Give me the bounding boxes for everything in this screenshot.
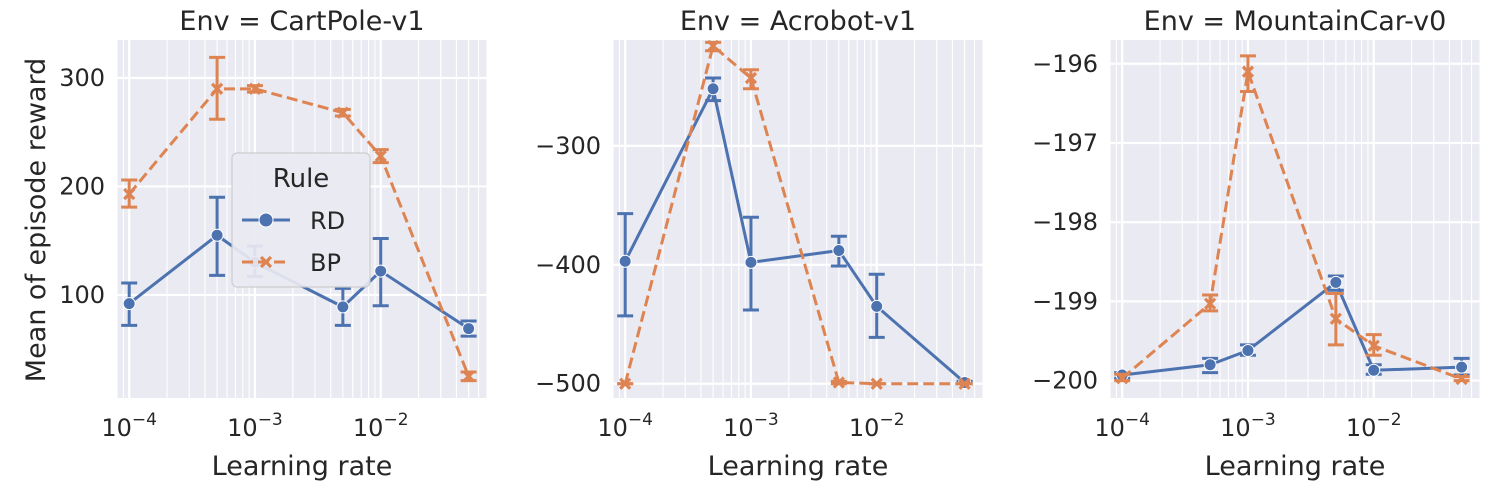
legend-item-rd: RD xyxy=(242,207,345,235)
legend: Rule RD BP xyxy=(231,152,371,288)
data-point xyxy=(1367,363,1381,377)
x-tick-label: 10−2 xyxy=(849,410,905,442)
data-point xyxy=(744,255,758,269)
data-point xyxy=(1203,358,1217,372)
panel-title: Env = CartPole-v1 xyxy=(179,6,424,37)
chart-panel-3: Env = MountainCar-v0 Learning rate −200 −19… xyxy=(1032,6,1480,482)
data-point xyxy=(1241,65,1255,78)
data-point xyxy=(122,297,136,311)
x-axis-label: Learning rate xyxy=(212,451,393,482)
x-axis-label: Learning rate xyxy=(708,451,889,482)
data-point xyxy=(1241,343,1255,357)
y-tick-label: 200 xyxy=(59,172,105,200)
y-tick-label: −196 xyxy=(1032,50,1098,78)
y-tick-label: −500 xyxy=(535,370,601,398)
series-line-rd xyxy=(623,87,966,384)
data-point xyxy=(210,228,224,242)
legend-item-bp: BP xyxy=(242,249,341,277)
legend-label: RD xyxy=(310,207,345,235)
data-point xyxy=(123,187,136,201)
y-tick-label: −200 xyxy=(1032,367,1098,395)
series-line-bp xyxy=(128,87,471,377)
data-point xyxy=(619,377,632,390)
series-rd xyxy=(617,76,973,390)
data-point xyxy=(1367,339,1380,352)
data-point xyxy=(832,376,845,389)
data-point xyxy=(744,71,758,85)
x-tick-label: 10−4 xyxy=(597,410,653,442)
data-point xyxy=(336,106,349,119)
x-axis-label: Learning rate xyxy=(1205,451,1386,482)
data-point xyxy=(1455,360,1469,374)
series-rd xyxy=(1114,274,1470,382)
data-point xyxy=(462,322,476,336)
panel-title: Env = Acrobot-v1 xyxy=(680,6,916,37)
data-point xyxy=(706,82,720,96)
data-point xyxy=(1329,312,1342,325)
data-point xyxy=(1203,297,1217,310)
chart-panel-2: Env = Acrobot-v1 Learning rate −500 −400 −30… xyxy=(535,6,983,482)
data-point xyxy=(374,264,388,278)
series-bp xyxy=(617,39,973,390)
data-point xyxy=(618,254,632,268)
data-point xyxy=(1116,372,1129,385)
data-point xyxy=(832,244,846,258)
legend-title: Rule xyxy=(273,164,330,194)
data-point xyxy=(870,299,884,313)
series-line-rd xyxy=(1122,280,1462,377)
plot-area xyxy=(613,40,983,398)
data-point xyxy=(706,39,720,53)
y-tick-label: −199 xyxy=(1032,287,1098,315)
data-point xyxy=(210,82,224,95)
series-line-bp xyxy=(1121,70,1463,381)
chart-panel-1: Env = CartPole-v1 Learning rate 100 200 300 1… xyxy=(59,6,487,482)
panel-title: Env = MountainCar-v0 xyxy=(1144,6,1447,37)
data-point xyxy=(336,300,350,314)
data-point xyxy=(1455,372,1468,386)
data-point xyxy=(462,370,475,383)
series-line-bp xyxy=(623,44,965,386)
y-tick-label: −400 xyxy=(535,251,601,279)
y-tick-label: −198 xyxy=(1032,208,1098,236)
x-tick-label: 10−3 xyxy=(723,410,779,442)
data-point xyxy=(870,377,883,390)
series-bp xyxy=(121,55,477,383)
data-point xyxy=(1329,275,1343,289)
data-point xyxy=(958,377,971,390)
data-point xyxy=(374,149,387,163)
legend-label: BP xyxy=(310,249,341,277)
plot-area xyxy=(1110,40,1480,398)
x-tick-label: 10−2 xyxy=(1346,410,1402,442)
series-bp xyxy=(1114,54,1470,386)
x-tick-label: 10−4 xyxy=(1094,410,1150,442)
x-tick-label: 10−4 xyxy=(101,410,157,442)
x-tick-label: 10−3 xyxy=(227,410,283,442)
y-tick-label: 300 xyxy=(59,64,105,92)
y-tick-label: −197 xyxy=(1032,129,1098,157)
y-axis-label: Mean of episode reward xyxy=(21,58,52,382)
x-tick-label: 10−2 xyxy=(353,410,409,442)
data-point xyxy=(248,82,262,95)
y-tick-label: −300 xyxy=(535,132,601,160)
y-tick-label: 100 xyxy=(59,281,105,309)
x-tick-label: 10−3 xyxy=(1220,410,1276,442)
